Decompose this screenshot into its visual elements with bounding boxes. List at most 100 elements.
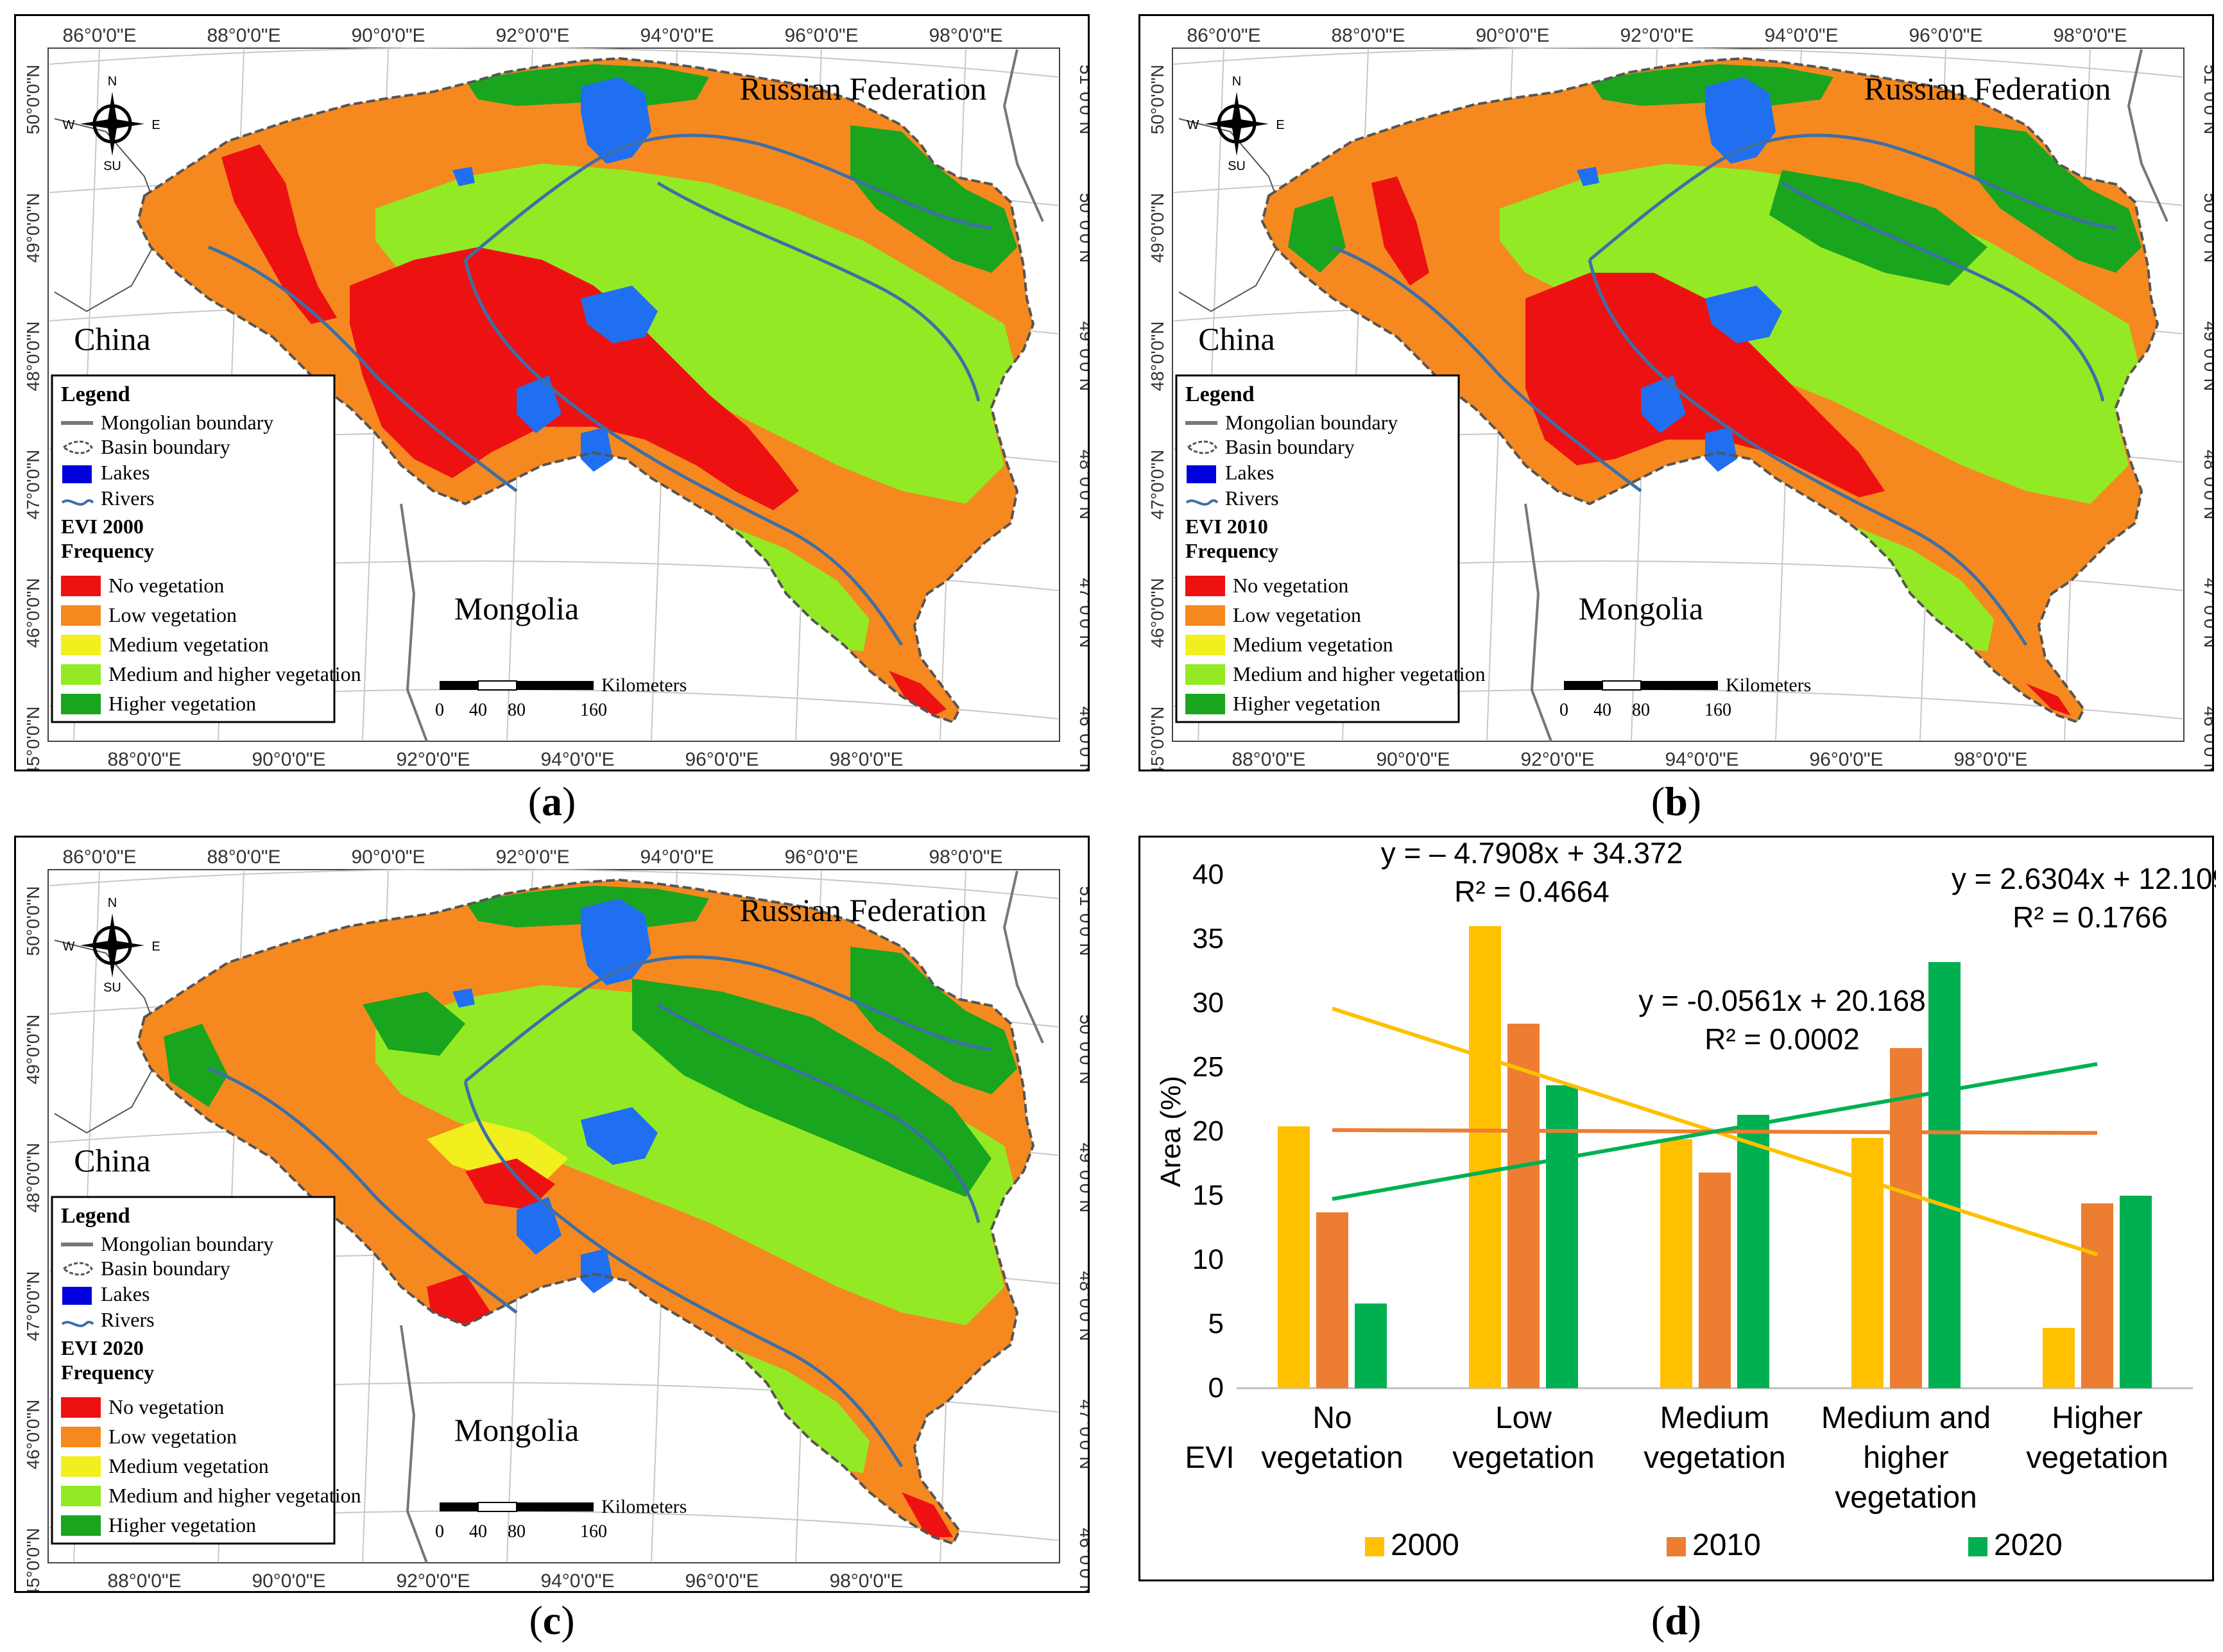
legend-lakes-swatch [62, 465, 92, 483]
category-label: vegetation [1261, 1441, 1403, 1475]
category-label: vegetation [2026, 1441, 2168, 1475]
legend-swatch-low-veg [61, 605, 101, 626]
tick-left: 47°0'0"N [23, 1271, 43, 1341]
lake-airag [517, 1197, 562, 1255]
compass-icon: N SU E W [1187, 74, 1285, 173]
lake-khyargas [581, 1107, 658, 1165]
category-label: Low [1495, 1401, 1552, 1435]
tick-left: 45°0'0"N [23, 707, 43, 772]
zone-no-veg [889, 671, 947, 716]
legend-label-2010: 2010 [1692, 1528, 1761, 1562]
lake-khuvsgul [1705, 77, 1776, 164]
label-mongolia: Mongolia [1579, 590, 1703, 626]
tick-bottom: 88°0'0"E [1232, 749, 1305, 770]
scale-tick: 0 [1559, 700, 1568, 720]
lake-khar [1705, 427, 1737, 472]
legend-class-label: Higher vegetation [108, 1513, 256, 1536]
map-panel-2000: 86°0'0"E 88°0'0"E 90°0'0"E 92°0'0"E 94°0'0"E… [14, 14, 1090, 771]
y-tick-label: 15 [1192, 1180, 1224, 1211]
compass-icon: N SU E W [63, 74, 160, 173]
scale-tick: 0 [435, 1522, 444, 1542]
basin-boundary [1260, 56, 2159, 724]
zone-high-veg [1288, 196, 1346, 273]
legend-lakes-swatch [62, 1287, 92, 1305]
compass-n: N [108, 74, 117, 89]
tick-right: 46°0'0"N [1076, 707, 1090, 772]
bar-2020-1 [1355, 1304, 1387, 1388]
tick-top: 86°0'0"E [62, 25, 136, 46]
evi-area-chart: 0 5 10 15 20 25 30 35 40 Area (%) y = – 4.7908x + … [1138, 836, 2216, 1581]
legend-class-label: Higher vegetation [108, 692, 256, 715]
tick-left: 47°0'0"N [1147, 450, 1167, 520]
tick-top: 88°0'0"E [207, 25, 280, 46]
lake-airag [517, 375, 562, 433]
category-label: vegetation [1644, 1441, 1786, 1475]
legend-class-label: Low vegetation [108, 603, 237, 626]
bar-2000-2 [1469, 926, 1501, 1388]
scale-unit: Kilometers [601, 1496, 687, 1517]
basin-boundary [136, 878, 1035, 1545]
legend-title: Legend [61, 1204, 130, 1228]
legend-swatch-no-veg [61, 576, 101, 596]
legend-evi-title: EVI 2010 [1185, 515, 1268, 538]
rivers [208, 955, 992, 1468]
compass-s: SU [103, 159, 121, 173]
legend-rivers-swatch [61, 1320, 94, 1327]
compass-s: SU [1228, 159, 1246, 173]
label-russian-federation: Russian Federation [740, 892, 987, 928]
tick-top: 94°0'0"E [640, 25, 714, 46]
y-axis-title: Area (%) [1155, 1076, 1187, 1187]
map-svg-b: 86°0'0"E 88°0'0"E 90°0'0"E 92°0'0"E 94°0'0"E… [1147, 25, 2214, 772]
lakes [1577, 77, 1782, 472]
legend-swatch-low-veg [61, 1427, 101, 1447]
tick-top: 86°0'0"E [1187, 25, 1260, 46]
legend-basin-boundary: Basin boundary [101, 1257, 230, 1280]
panel-label-c: (c) [529, 1597, 575, 1643]
legend-title: Legend [61, 383, 130, 406]
scale-tick: 0 [435, 700, 444, 720]
legend-frequency: Frequency [61, 1361, 154, 1384]
graticule-parallel [49, 868, 1059, 899]
river-main [464, 955, 992, 1083]
tick-top: 94°0'0"E [1764, 25, 1838, 46]
legend-lakes: Lakes [101, 461, 150, 484]
legend-class-label: Medium vegetation [1233, 633, 1393, 656]
tick-top: 96°0'0"E [784, 25, 858, 46]
tick-right: 48°0'0"N [1076, 1271, 1090, 1341]
y-tick-label: 25 [1192, 1051, 1224, 1083]
tick-left: 50°0'0"N [1147, 65, 1167, 135]
legend-basin-swatch [62, 440, 93, 454]
tick-right: 46°0'0"N [2201, 707, 2214, 772]
bar-2010-4 [1890, 1048, 1922, 1388]
trend-equation-2020: y = 2.6304x + 12.109 [1952, 862, 2216, 895]
lake-khar [581, 1248, 613, 1293]
tick-bottom: 92°0'0"E [1520, 749, 1594, 770]
legend-frequency: Frequency [61, 539, 154, 562]
zone-no-veg [2026, 684, 2071, 716]
label-russian-federation: Russian Federation [740, 71, 987, 107]
tick-right: 50°0'0"N [1076, 193, 1090, 263]
bar-2010-3 [1699, 1173, 1731, 1388]
legend-rivers-swatch [61, 499, 94, 506]
label-russian-federation: Russian Federation [1864, 71, 2111, 107]
chart-svg: 0 5 10 15 20 25 30 35 40 Area (%) y = – 4.7908x + … [1155, 838, 2216, 1562]
label-mongolia: Mongolia [454, 1412, 579, 1448]
y-tick-label: 5 [1208, 1308, 1224, 1339]
legend-swatch-medium-veg [1185, 635, 1225, 655]
legend-rivers: Rivers [101, 486, 155, 510]
tick-left: 45°0'0"N [1147, 707, 1167, 772]
map-panel-2020: 86°0'0"E 88°0'0"E 90°0'0"E 92°0'0"E 94°0'0"E… [14, 836, 1090, 1593]
tick-bottom: 90°0'0"E [1376, 749, 1450, 770]
river-east [657, 181, 981, 402]
category-label: vegetation [1452, 1441, 1595, 1475]
map-panel-2010: 86°0'0"E 88°0'0"E 90°0'0"E 92°0'0"E 94°0'0"E… [1138, 14, 2214, 771]
zone-no-veg [221, 144, 337, 324]
zone-no-veg [350, 247, 799, 510]
legend-class-label: Low vegetation [108, 1425, 237, 1448]
tick-bottom: 92°0'0"E [396, 1570, 470, 1592]
legend-lakes: Lakes [101, 1282, 150, 1305]
legend-swatch-medium-veg [61, 635, 101, 655]
tick-left: 49°0'0"N [1147, 193, 1167, 263]
legend-swatch-high-veg [61, 1515, 101, 1536]
